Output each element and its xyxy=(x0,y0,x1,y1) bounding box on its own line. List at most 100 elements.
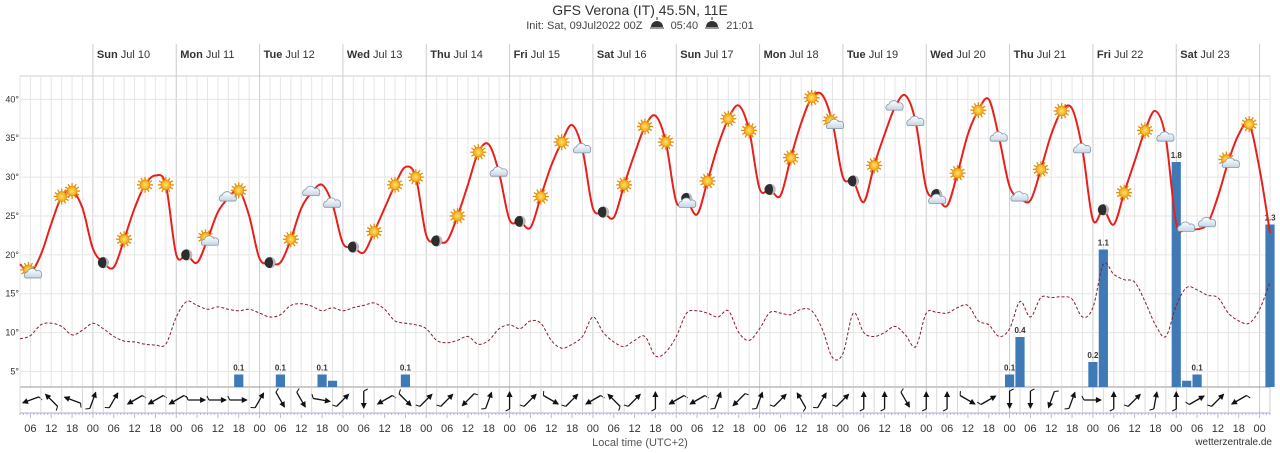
wind-arrow-icon xyxy=(651,391,659,412)
day-label: Fri Jul 15 xyxy=(514,49,560,61)
sun-icon xyxy=(699,172,716,189)
hour-tick-label: 12 xyxy=(878,423,890,435)
hour-tick-label: 18 xyxy=(66,423,78,435)
precip-bar xyxy=(1098,249,1108,387)
wind-arrow-icon xyxy=(206,395,227,403)
sun-cloud-icon xyxy=(197,229,219,246)
y-tick-label: 5° xyxy=(10,366,19,376)
weather-icons xyxy=(20,89,1258,279)
hour-tick-label: 06 xyxy=(774,423,786,435)
day-label: Tue Jul 19 xyxy=(847,49,898,61)
sun-icon xyxy=(949,165,966,182)
hour-tick-label: 18 xyxy=(149,423,161,435)
cloud-icon xyxy=(1156,131,1175,142)
precip-value-label: 1.3 xyxy=(1264,214,1276,223)
cloud-icon xyxy=(885,100,904,111)
hour-tick-label: 06 xyxy=(274,423,286,435)
hour-tick-label: 12 xyxy=(1128,423,1140,435)
precip-bar xyxy=(1192,374,1202,387)
day-label: Thu Jul 21 xyxy=(1014,49,1067,61)
precip-bar xyxy=(327,380,338,387)
sun-icon xyxy=(637,118,653,135)
wind-arrow-icon xyxy=(710,391,722,410)
sunset-time: 21:01 xyxy=(726,20,754,32)
moon-icon xyxy=(347,241,359,253)
wind-arrow-icon xyxy=(104,392,119,409)
hour-tick-label: 00 xyxy=(587,423,599,435)
hour-tick-label: 18 xyxy=(899,423,911,435)
init-time: Init: Sat, 09Jul2022 00Z xyxy=(526,20,643,32)
cloud-icon xyxy=(906,115,925,127)
hour-tick-label: 06 xyxy=(524,423,536,435)
moon-icon xyxy=(264,257,276,269)
cloud-icon xyxy=(1073,143,1091,154)
precip-bar xyxy=(1171,162,1181,387)
moon-cloud-icon xyxy=(928,189,947,204)
sun-icon xyxy=(1116,184,1133,201)
y-tick-label: 10° xyxy=(5,328,19,338)
hour-tick-label: 18 xyxy=(399,423,411,435)
sun-icon xyxy=(366,223,383,240)
y-tick-label: 40° xyxy=(5,94,19,104)
sun-icon xyxy=(449,207,466,224)
x-axis-label: Local time (UTC+2) xyxy=(592,437,688,449)
sun-icon xyxy=(741,122,758,139)
hour-tick-label: 00 xyxy=(1087,423,1099,435)
wind-arrow-icon xyxy=(1047,390,1059,409)
sun-icon xyxy=(230,182,247,199)
sunset-icon xyxy=(701,17,723,32)
sun-icon xyxy=(1137,122,1153,139)
precip-value-label: 0.1 xyxy=(1004,364,1016,373)
wind-arrow-icon xyxy=(922,391,930,412)
hour-tick-label: 12 xyxy=(1045,423,1057,435)
wind-arrow-icon xyxy=(832,393,850,407)
wind-arrow-icon xyxy=(311,394,331,404)
hour-tick-label: 00 xyxy=(1253,423,1265,435)
moon-cloud-icon xyxy=(678,192,697,208)
wind-arrow-icon xyxy=(1109,391,1117,412)
wind-arrow-icon xyxy=(185,395,207,403)
hour-tick-label: 18 xyxy=(1149,423,1161,435)
moon-icon xyxy=(1097,204,1109,216)
wind-arrow-icon xyxy=(296,388,306,408)
day-label: Sat Jul 23 xyxy=(1180,49,1230,61)
hour-tick-label: 00 xyxy=(920,423,932,435)
sunrise-time: 05:40 xyxy=(670,20,699,32)
moon-icon xyxy=(847,175,859,187)
sunrise-icon xyxy=(646,17,668,32)
precip-bar xyxy=(1088,362,1098,387)
sun-icon xyxy=(470,144,487,161)
dewpoint-line xyxy=(19,262,1271,361)
wind-arrow-icon xyxy=(959,391,976,405)
cloud-icon xyxy=(1177,221,1196,232)
hour-tick-label: 12 xyxy=(962,423,974,435)
wind-arrow-icon xyxy=(1027,388,1035,409)
moon-icon xyxy=(514,215,526,227)
y-tick-label: 15° xyxy=(5,289,19,299)
hour-tick-label: 12 xyxy=(1212,423,1224,435)
precipitation-bars: 0.1 0.1 0.1 0.1 0.1 0.4 0.2 1.1 1.8 0.1 1.3 xyxy=(233,151,1276,387)
precip-bar xyxy=(400,374,411,387)
sun-icon xyxy=(64,183,81,200)
wind-arrow-icon xyxy=(63,396,82,408)
day-label: Wed Jul 13 xyxy=(347,49,402,61)
sun-icon xyxy=(1053,102,1070,119)
sun-icon xyxy=(866,157,883,174)
sun-cloud-icon xyxy=(20,261,42,279)
wind-arrow-icon xyxy=(1185,395,1205,406)
y-axis: 5° 10° 15° 20° 25° 30° 35° 40° xyxy=(5,94,1270,376)
precip-value-label: 1.1 xyxy=(1098,239,1110,248)
precip-value-label: 0.1 xyxy=(275,364,287,373)
day-label: Wed Jul 20 xyxy=(930,49,985,61)
hour-tick-label: 18 xyxy=(483,423,495,435)
wind-arrow-icon xyxy=(250,392,265,409)
wind-arrow-icon xyxy=(880,391,888,412)
hour-tick-label: 18 xyxy=(983,423,995,435)
hour-tick-label: 00 xyxy=(253,423,265,435)
sun-cloud-icon xyxy=(822,112,844,130)
y-tick-label: 30° xyxy=(5,172,19,182)
moon-icon xyxy=(764,184,776,196)
sun-icon xyxy=(282,231,299,248)
wind-arrow-icon xyxy=(505,391,513,412)
